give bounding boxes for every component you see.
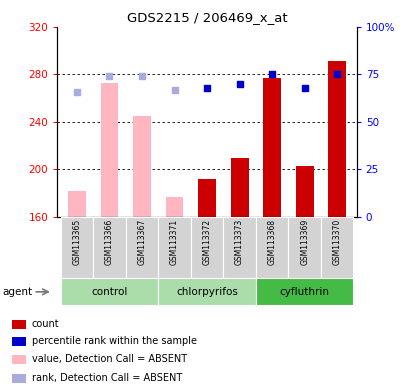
Text: GSM113365: GSM113365 xyxy=(72,219,81,265)
Text: GSM113367: GSM113367 xyxy=(137,219,146,265)
Text: GSM113368: GSM113368 xyxy=(267,219,276,265)
Bar xyxy=(255,278,353,305)
Text: GSM113366: GSM113366 xyxy=(105,219,114,265)
Point xyxy=(171,86,178,93)
Bar xyxy=(158,217,190,278)
Text: percentile rank within the sample: percentile rank within the sample xyxy=(32,336,196,346)
Bar xyxy=(12,355,26,364)
Bar xyxy=(93,217,126,278)
Point xyxy=(333,71,339,78)
Text: rank, Detection Call = ABSENT: rank, Detection Call = ABSENT xyxy=(32,373,182,383)
Bar xyxy=(223,217,255,278)
Bar xyxy=(198,179,216,217)
Bar xyxy=(12,374,26,382)
Bar xyxy=(68,191,85,217)
Text: GSM113373: GSM113373 xyxy=(234,219,243,265)
Text: GSM113370: GSM113370 xyxy=(332,219,341,265)
Text: control: control xyxy=(91,287,127,297)
Text: GSM113371: GSM113371 xyxy=(170,219,179,265)
Bar xyxy=(263,78,281,217)
Bar xyxy=(230,157,248,217)
Bar xyxy=(100,83,118,217)
Bar xyxy=(158,278,255,305)
Text: chlorpyrifos: chlorpyrifos xyxy=(176,287,237,297)
Text: cyfluthrin: cyfluthrin xyxy=(279,287,329,297)
Point xyxy=(268,71,275,78)
Point xyxy=(301,84,307,91)
Bar xyxy=(12,319,26,329)
Bar xyxy=(126,217,158,278)
Text: GSM113372: GSM113372 xyxy=(202,219,211,265)
Bar xyxy=(61,217,93,278)
Point xyxy=(203,84,210,91)
Text: value, Detection Call = ABSENT: value, Detection Call = ABSENT xyxy=(32,354,187,364)
Bar xyxy=(165,197,183,217)
Point xyxy=(74,88,80,94)
Bar xyxy=(320,217,353,278)
Bar xyxy=(255,217,288,278)
Bar xyxy=(190,217,223,278)
Text: GSM113369: GSM113369 xyxy=(299,219,308,265)
Bar xyxy=(133,116,151,217)
Bar xyxy=(12,337,26,346)
Bar xyxy=(295,166,313,217)
Point xyxy=(236,81,242,87)
Text: agent: agent xyxy=(3,287,33,297)
Point xyxy=(138,73,145,79)
Bar xyxy=(328,61,345,217)
Bar xyxy=(61,278,158,305)
Point xyxy=(106,73,112,79)
Text: count: count xyxy=(32,319,59,329)
Title: GDS2215 / 206469_x_at: GDS2215 / 206469_x_at xyxy=(126,11,287,24)
Bar xyxy=(288,217,320,278)
